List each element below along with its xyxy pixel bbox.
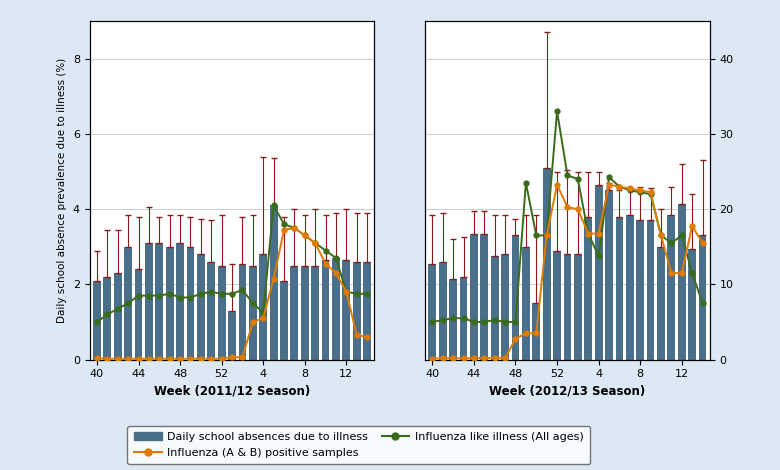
Bar: [543, 168, 551, 360]
Bar: [647, 220, 654, 360]
Bar: [186, 247, 194, 360]
Bar: [657, 247, 665, 360]
Bar: [491, 256, 498, 360]
Bar: [553, 251, 561, 360]
Bar: [449, 279, 457, 360]
Bar: [155, 243, 163, 360]
Bar: [533, 303, 541, 360]
Bar: [239, 264, 246, 360]
Bar: [470, 234, 478, 360]
Bar: [218, 266, 225, 360]
Bar: [311, 266, 319, 360]
Y-axis label: Daily school absence prevalence due to illness (%): Daily school absence prevalence due to i…: [57, 58, 67, 323]
Bar: [135, 269, 143, 360]
Bar: [104, 277, 112, 360]
X-axis label: Week (2012/13 Season): Week (2012/13 Season): [489, 385, 646, 398]
X-axis label: Week (2011/12 Season): Week (2011/12 Season): [154, 385, 310, 398]
Bar: [626, 215, 633, 360]
Bar: [699, 235, 707, 360]
Bar: [428, 264, 436, 360]
Bar: [512, 235, 519, 360]
Bar: [342, 260, 350, 360]
Bar: [145, 243, 153, 360]
Bar: [502, 254, 509, 360]
Bar: [321, 260, 329, 360]
Legend: Daily school absences due to illness, Influenza (A & B) positive samples, Influe: Daily school absences due to illness, In…: [127, 425, 590, 464]
Bar: [594, 185, 602, 360]
Bar: [259, 254, 267, 360]
Bar: [459, 277, 467, 360]
Bar: [332, 258, 340, 360]
Bar: [668, 215, 675, 360]
Bar: [301, 266, 309, 360]
Bar: [564, 254, 571, 360]
Bar: [93, 281, 101, 360]
Bar: [363, 262, 371, 360]
Bar: [615, 217, 623, 360]
Bar: [353, 262, 360, 360]
Bar: [270, 205, 278, 360]
Bar: [688, 249, 696, 360]
Bar: [480, 234, 488, 360]
Bar: [439, 262, 447, 360]
Bar: [584, 217, 592, 360]
Bar: [605, 190, 613, 360]
Bar: [166, 247, 174, 360]
Bar: [249, 266, 257, 360]
Bar: [176, 243, 184, 360]
Bar: [574, 254, 582, 360]
Bar: [522, 247, 530, 360]
Bar: [636, 220, 644, 360]
Bar: [678, 204, 686, 360]
Bar: [280, 281, 288, 360]
Bar: [197, 254, 205, 360]
Bar: [207, 262, 215, 360]
Bar: [229, 311, 236, 360]
Bar: [290, 266, 298, 360]
Bar: [124, 247, 132, 360]
Bar: [114, 273, 122, 360]
